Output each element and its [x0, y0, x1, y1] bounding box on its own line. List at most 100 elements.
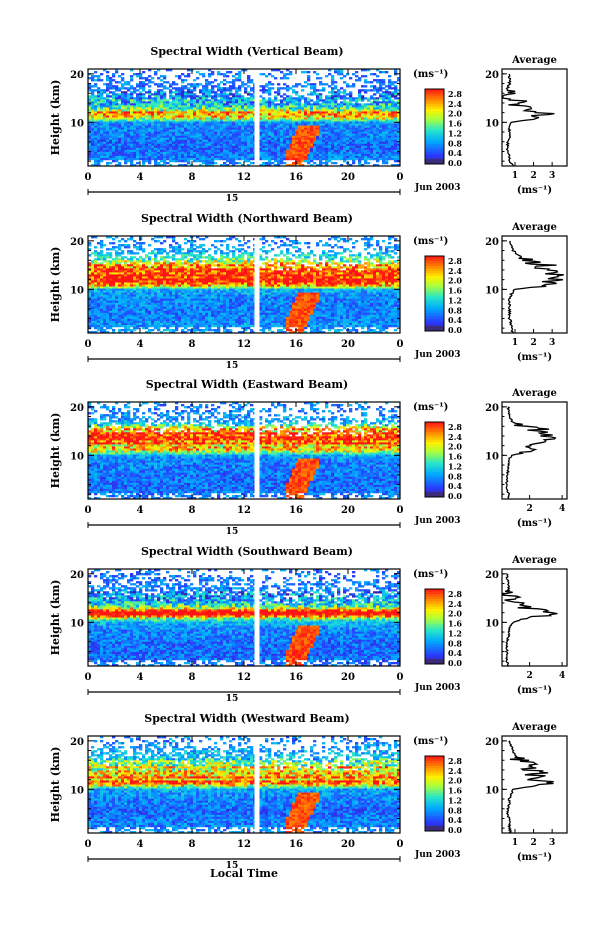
- heatmap-cell: [271, 136, 274, 138]
- heatmap-cell: [130, 79, 133, 81]
- heatmap-cell: [205, 89, 208, 91]
- heatmap-cell: [349, 93, 352, 95]
- heatmap-cell: [211, 97, 214, 99]
- heatmap-cell: [178, 103, 181, 105]
- heatmap-cell: [379, 122, 382, 124]
- heatmap-cell: [172, 105, 175, 107]
- heatmap-cell: [127, 107, 130, 109]
- heatmap-cell: [388, 113, 391, 115]
- heatmap-cell: [322, 134, 325, 136]
- heatmap-cell: [211, 118, 214, 120]
- heatmap-cell: [175, 128, 178, 130]
- heatmap-cell: [307, 138, 310, 140]
- heatmap-cell: [385, 144, 388, 146]
- heatmap-cell: [142, 258, 145, 260]
- heatmap-cell: [184, 148, 187, 150]
- heatmap-cell: [166, 162, 169, 164]
- heatmap-cell: [304, 254, 307, 256]
- heatmap-cell: [379, 103, 382, 105]
- heatmap-cell: [304, 109, 307, 111]
- heatmap-cell: [175, 113, 178, 115]
- heatmap-cell: [364, 156, 367, 158]
- heatmap-cell: [241, 109, 244, 111]
- heatmap-cell: [178, 140, 181, 142]
- heatmap-cell: [247, 156, 250, 158]
- heatmap-cell: [367, 150, 370, 152]
- heatmap-cell: [115, 113, 118, 115]
- heatmap-cell: [181, 91, 184, 93]
- heatmap-cell: [283, 244, 286, 246]
- heatmap-cell: [268, 111, 271, 113]
- heatmap-cell: [157, 105, 160, 107]
- heatmap-cell: [91, 128, 94, 130]
- heatmap-cell: [274, 140, 277, 142]
- heatmap-cell: [115, 134, 118, 136]
- heatmap-cell: [343, 138, 346, 140]
- heatmap-cell: [229, 118, 232, 120]
- heatmap-cell: [121, 128, 124, 130]
- heatmap-cell: [337, 154, 340, 156]
- heatmap-cell: [100, 79, 103, 81]
- heatmap-cell: [322, 122, 325, 124]
- heatmap-cell: [232, 264, 235, 266]
- heatmap-cell: [115, 97, 118, 99]
- heatmap-cell: [148, 107, 151, 109]
- heatmap-cell: [166, 113, 169, 115]
- heatmap-cell: [307, 101, 310, 103]
- heatmap-cell: [139, 95, 142, 97]
- heatmap-cell: [127, 103, 130, 105]
- heatmap-cell: [286, 109, 289, 111]
- heatmap-cell: [187, 240, 190, 242]
- heatmap-cell: [247, 138, 250, 140]
- heatmap-cell: [346, 111, 349, 113]
- heatmap-cell: [325, 120, 328, 122]
- heatmap-cell: [262, 152, 265, 154]
- heatmap-cell: [103, 260, 106, 262]
- heatmap-cell: [334, 71, 337, 73]
- heatmap-cell: [391, 246, 394, 248]
- heatmap-cell: [223, 111, 226, 113]
- heatmap-cell: [169, 101, 172, 103]
- heatmap-cell: [106, 107, 109, 109]
- heatmap-cell: [127, 93, 130, 95]
- heatmap-cell: [169, 150, 172, 152]
- heatmap-cell: [292, 158, 295, 160]
- heatmap-cell: [100, 105, 103, 107]
- heatmap-cell: [268, 250, 271, 252]
- heatmap-cell: [199, 144, 202, 146]
- heatmap-cell: [364, 148, 367, 150]
- heatmap-cell: [145, 264, 148, 266]
- heatmap-cell: [250, 156, 253, 158]
- heatmap-cell: [241, 266, 244, 268]
- heatmap-cell: [376, 252, 379, 254]
- heatmap-cell: [223, 109, 226, 111]
- heatmap-cell: [100, 244, 103, 246]
- heatmap-cell: [217, 93, 220, 95]
- heatmap-cell: [103, 132, 106, 134]
- heatmap-cell: [226, 105, 229, 107]
- heatmap-cell: [265, 83, 268, 85]
- heatmap-cell: [169, 154, 172, 156]
- heatmap-cell: [91, 148, 94, 150]
- heatmap-cell: [325, 160, 328, 162]
- heatmap-cell: [265, 111, 268, 113]
- heatmap-cell: [226, 115, 229, 117]
- heatmap-cell: [394, 113, 397, 115]
- heatmap-cell: [265, 120, 268, 122]
- heatmap-cell: [118, 146, 121, 148]
- heatmap-cell: [220, 154, 223, 156]
- heatmap-cell: [232, 128, 235, 130]
- heatmap-cell: [286, 258, 289, 260]
- heatmap-cell: [121, 256, 124, 258]
- heatmap-cell: [178, 109, 181, 111]
- heatmap-cell: [355, 240, 358, 242]
- heatmap-cell: [190, 242, 193, 244]
- heatmap-cell: [322, 138, 325, 140]
- heatmap-cell: [148, 103, 151, 105]
- heatmap-cell: [154, 124, 157, 126]
- heatmap-cell: [94, 266, 97, 268]
- heatmap-cell: [178, 105, 181, 107]
- heatmap-cell: [100, 146, 103, 148]
- heatmap-cell: [109, 252, 112, 254]
- heatmap-cell: [226, 103, 229, 105]
